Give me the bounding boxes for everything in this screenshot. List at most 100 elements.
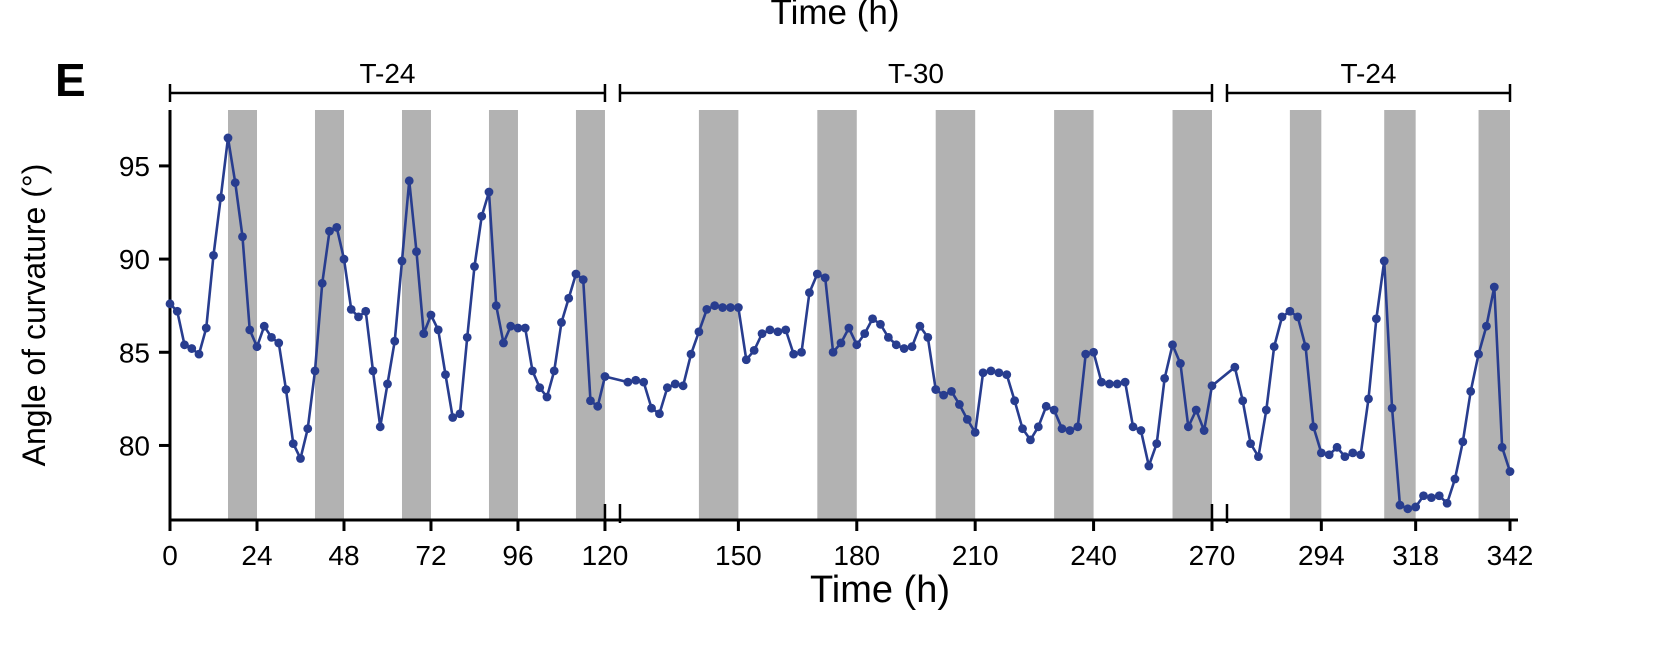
data-point (899, 344, 909, 353)
data-point (578, 275, 588, 284)
data-point (216, 193, 226, 202)
data-point (1293, 312, 1303, 322)
data-point (986, 366, 996, 376)
data-point (412, 247, 421, 257)
data-point (390, 336, 400, 346)
data-point (781, 325, 791, 335)
data-point (741, 355, 751, 365)
data-point (765, 325, 775, 335)
t-cycle-label: T-30 (888, 58, 944, 89)
data-point (1230, 362, 1240, 372)
data-point (844, 323, 854, 333)
data-point (947, 387, 956, 396)
data-point (1002, 370, 1012, 380)
data-point (655, 409, 664, 419)
data-point (426, 310, 436, 320)
data-point (828, 347, 838, 357)
data-point (1277, 312, 1287, 322)
data-point (1395, 500, 1405, 510)
data-point (994, 368, 1004, 378)
data-point (528, 366, 537, 376)
data-point (1301, 342, 1311, 352)
data-point (600, 372, 610, 381)
data-point (1316, 448, 1326, 458)
t-cycle-label: T-24 (1340, 58, 1396, 89)
data-point (223, 133, 233, 143)
data-point (1057, 424, 1067, 434)
data-point (662, 383, 672, 393)
data-point (499, 338, 508, 348)
data-point (317, 278, 327, 288)
data-point (1371, 314, 1381, 324)
dark-period-bar (575, 110, 605, 520)
data-point (1128, 422, 1138, 432)
data-point (1442, 498, 1452, 508)
data-point (296, 454, 305, 463)
top-axis-title-clipped: Time (h) (771, 0, 900, 32)
data-point (812, 269, 822, 279)
data-point (1144, 461, 1154, 471)
data-point (1152, 439, 1162, 448)
data-point (1356, 450, 1366, 460)
data-point (238, 232, 247, 242)
data-point (1073, 422, 1083, 432)
data-point (593, 401, 603, 411)
data-point (1348, 448, 1358, 458)
data-point (281, 385, 291, 394)
data-point (368, 366, 378, 376)
data-point (180, 340, 189, 350)
data-point (1199, 426, 1209, 435)
data-point (361, 306, 371, 316)
x-tick-label: 240 (1070, 540, 1117, 571)
dark-period-bar (1172, 110, 1212, 520)
data-point (1120, 377, 1130, 387)
data-point (375, 422, 385, 432)
data-point (1207, 381, 1217, 391)
data-point (1168, 340, 1177, 350)
data-point (172, 306, 182, 316)
data-point (694, 327, 704, 337)
x-tick-label: 270 (1189, 540, 1236, 571)
data-point (954, 400, 964, 409)
data-point (647, 403, 656, 413)
data-point (670, 379, 680, 389)
data-point (749, 346, 759, 355)
data-point (805, 288, 814, 298)
data-point (1238, 396, 1248, 406)
data-point (194, 349, 204, 359)
data-point (1309, 422, 1318, 432)
data-point (1041, 401, 1051, 411)
data-point (1379, 256, 1389, 266)
x-tick-label: 294 (1298, 540, 1345, 571)
data-point (1160, 373, 1170, 383)
data-point (1033, 422, 1043, 432)
data-point (702, 305, 712, 314)
x-tick-label: 318 (1392, 540, 1439, 571)
data-point (1497, 442, 1507, 452)
data-point (332, 223, 342, 232)
data-point (470, 262, 479, 271)
data-point (868, 314, 877, 324)
data-point (1065, 426, 1075, 435)
dark-period-bar (935, 110, 976, 520)
data-point (883, 332, 893, 342)
y-tick-label: 95 (119, 151, 150, 182)
data-point (513, 323, 523, 333)
data-point (564, 293, 574, 303)
data-point (571, 269, 581, 279)
t-cycle-brackets: T-24 T-30 T-24 (168, 58, 1512, 102)
data-point (907, 342, 917, 352)
x-tick-label: 24 (241, 540, 272, 571)
data-point (230, 178, 240, 188)
data-point (288, 439, 298, 448)
data-point (542, 392, 552, 402)
data-point (1010, 396, 1020, 406)
data-point (383, 379, 392, 389)
data-point (915, 321, 925, 331)
y-tick-label: 80 (119, 430, 150, 461)
x-tick-label: 120 (582, 540, 629, 571)
data-point (1489, 282, 1499, 292)
data-point (876, 319, 885, 329)
data-point (209, 250, 218, 260)
data-point (339, 254, 349, 264)
